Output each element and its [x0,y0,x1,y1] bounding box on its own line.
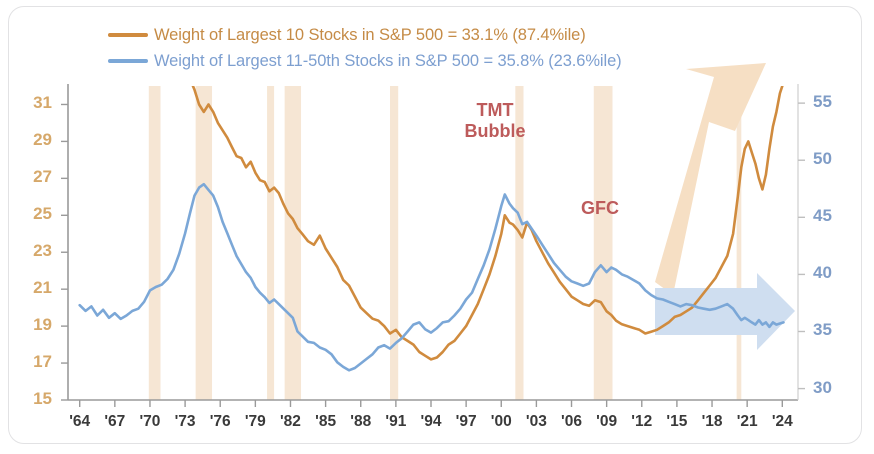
right-axis-tick-30: 30 [813,377,832,397]
left-axis-tick-27: 27 [33,167,52,187]
axis-lines [61,84,805,407]
x-axis-tick-21: '21 [736,413,758,430]
legend-label-largest10: Weight of Largest 10 Stocks in S&P 500 =… [154,25,586,44]
x-axis-tick-73: '73 [174,413,196,430]
x-axis-tick-94: '94 [420,413,442,430]
series-line-largest1150 [78,182,785,372]
recession-band [148,86,161,400]
x-axis-tick-00: '00 [490,413,512,430]
legend-swatch-orange [108,33,148,37]
x-axis-tick-24: '24 [771,413,793,430]
x-axis-tick-85: '85 [315,413,337,430]
right-axis-tick-55: 55 [813,92,832,112]
recession-band [593,86,613,400]
left-axis-tick-21: 21 [33,278,52,298]
annotation-tmt-bubble: TMT Bubble [430,100,560,142]
orange-up-arrow [655,63,766,295]
recession-bands [148,86,742,400]
x-axis-tick-97: '97 [455,413,477,430]
recession-band [284,86,302,400]
blue-flat-arrow [655,273,795,350]
x-axis-tick-18: '18 [701,413,723,430]
x-axis-tick-06: '06 [561,413,582,430]
recession-band [515,86,524,400]
x-axis-tick-76: '76 [209,413,231,430]
left-axis-tick-17: 17 [33,352,52,372]
x-axis-tick-15: '15 [666,413,688,430]
recession-band [267,86,275,400]
chart-legend: Weight of Largest 10 Stocks in S&P 500 =… [108,22,622,74]
left-axis-tick-19: 19 [33,315,52,335]
x-axis-tick-67: '67 [104,413,126,430]
x-axis-tick-12: '12 [631,413,653,430]
left-axis-tick-15: 15 [33,389,52,408]
right-axis-tick-50: 50 [813,149,832,169]
x-axis-tick-64: '64 [69,413,91,430]
legend-item-largest1150[interactable]: Weight of Largest 11-50th Stocks in S&P … [108,48,622,74]
annotation-gfc: GFC [581,198,619,218]
recession-band [736,86,742,400]
x-axis-tick-82: '82 [280,413,301,430]
x-axis-tick-91: '91 [385,413,407,430]
legend-item-largest10[interactable]: Weight of Largest 10 Stocks in S&P 500 =… [108,22,622,48]
left-axis-tick-25: 25 [33,204,52,224]
right-axis-tick-45: 45 [813,206,832,226]
trend-arrows [655,63,795,350]
x-axis-tick-70: '70 [139,413,161,430]
left-axis-tick-23: 23 [33,241,52,261]
recession-band [195,86,213,400]
left-axis-tick-31: 31 [33,93,52,113]
recession-band [390,86,399,400]
series-line-largest10 [191,86,784,361]
legend-label-largest1150: Weight of Largest 11-50th Stocks in S&P … [154,51,622,70]
annotation-tmt-line1: TMT [476,100,514,120]
x-axis-tick-09: '09 [596,413,618,430]
x-axis-tick-88: '88 [350,413,372,430]
x-axis-tick-79: '79 [244,413,266,430]
series-lines [78,86,785,372]
right-axis-tick-35: 35 [813,320,832,340]
annotation-tmt-line2: Bubble [464,121,526,142]
legend-swatch-blue [108,59,148,63]
right-axis-tick-40: 40 [813,263,832,283]
left-axis-tick-29: 29 [33,130,52,150]
x-axis-tick-03: '03 [525,413,547,430]
